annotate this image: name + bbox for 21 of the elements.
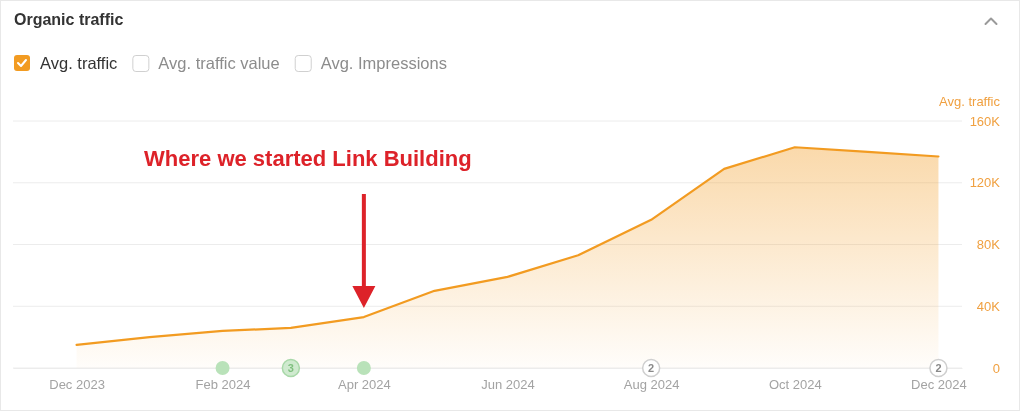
annotation: 2 <box>648 361 655 374</box>
x-tick-label: Dec 2023 <box>49 377 105 393</box>
annotation: Where we started Link Building <box>144 146 472 172</box>
x-tick-label: Aug 2024 <box>623 377 680 393</box>
y-tick-label: 80K <box>976 237 1001 253</box>
x-tick-label: Feb 2024 <box>195 377 251 393</box>
y-tick-label: 120K <box>969 175 1001 191</box>
y-tick-label: 160K <box>969 113 1001 129</box>
x-tick-label: Jun 2024 <box>481 377 535 393</box>
annotation: 3 <box>287 361 294 374</box>
text: Avg. traffic value <box>158 53 280 72</box>
y-tick-label: 40K <box>976 298 1001 314</box>
y-tick-label: 0 <box>992 360 1000 376</box>
chart-title: Organic traffic <box>14 11 124 28</box>
annotation: 2 <box>935 361 942 374</box>
text: Avg. Impressions <box>320 53 447 72</box>
x-tick-label: Dec 2024 <box>911 377 967 393</box>
legend-label: Avg. traffic <box>40 53 118 72</box>
y-axis-title: Avg. traffic <box>939 93 1001 109</box>
x-tick-label: Oct 2024 <box>768 377 822 393</box>
x-tick-label: Apr 2024 <box>337 377 391 393</box>
